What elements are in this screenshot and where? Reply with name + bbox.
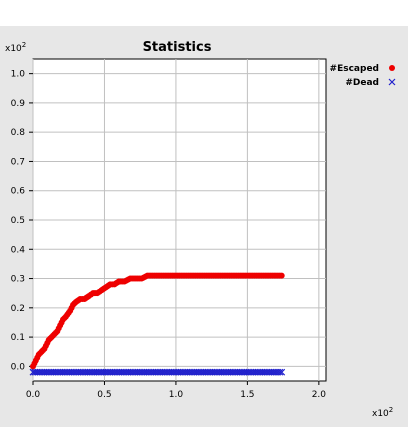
- y-tick-label: 0.5: [11, 216, 25, 226]
- data-point-escaped: [278, 272, 285, 279]
- legend-label-dead: #Dead: [345, 78, 379, 88]
- legend-label-escaped: #Escaped: [330, 64, 379, 74]
- y-tick-label: 0.2: [11, 304, 25, 314]
- x-tick-label: 0.5: [97, 390, 111, 400]
- y-tick-label: 1.0: [11, 70, 26, 80]
- x-tick-label: 2.0: [312, 390, 327, 400]
- x-tick-label: 1.0: [169, 390, 184, 400]
- y-tick-label: 0.1: [11, 333, 25, 343]
- y-tick-label: 0.0: [11, 362, 26, 372]
- y-tick-label: 0.7: [11, 157, 25, 167]
- y-tick-label: 0.8: [11, 128, 26, 138]
- y-tick-label: 0.6: [11, 187, 26, 197]
- data-layer: [29, 272, 286, 376]
- series-dead: [29, 368, 286, 376]
- x-multiplier-label: x102: [372, 406, 393, 419]
- data-point-dead: [278, 368, 286, 376]
- y-multiplier-label: x102: [5, 41, 26, 54]
- y-multiplier-base: x10: [5, 44, 22, 54]
- legend-marker-dead: [388, 78, 396, 86]
- x-tick-label: 1.5: [240, 390, 254, 400]
- data-point-dead: [276, 368, 284, 376]
- x-multiplier-base: x10: [372, 409, 389, 419]
- tick-layer: 0.0 0.5 1.0 1.5 2.0 0.0 0.1 0.2 0.3 0.4 0.5 0.6 0.7 0…: [11, 70, 327, 400]
- series-escaped: [30, 272, 285, 370]
- y-tick-label: 0.4: [11, 245, 26, 255]
- y-multiplier-exponent: 2: [22, 41, 26, 49]
- x-tick-label: 0.0: [26, 390, 41, 400]
- y-tick-label: 0.3: [11, 275, 25, 285]
- x-multiplier-exponent: 2: [389, 406, 393, 414]
- legend-marker-escaped: [389, 65, 395, 71]
- grid-layer: [32, 59, 326, 381]
- legend: #Escaped #Dead: [330, 64, 396, 88]
- chart-title: Statistics: [143, 40, 212, 55]
- window-top-strip: [0, 0, 408, 26]
- y-tick-label: 0.9: [11, 99, 26, 109]
